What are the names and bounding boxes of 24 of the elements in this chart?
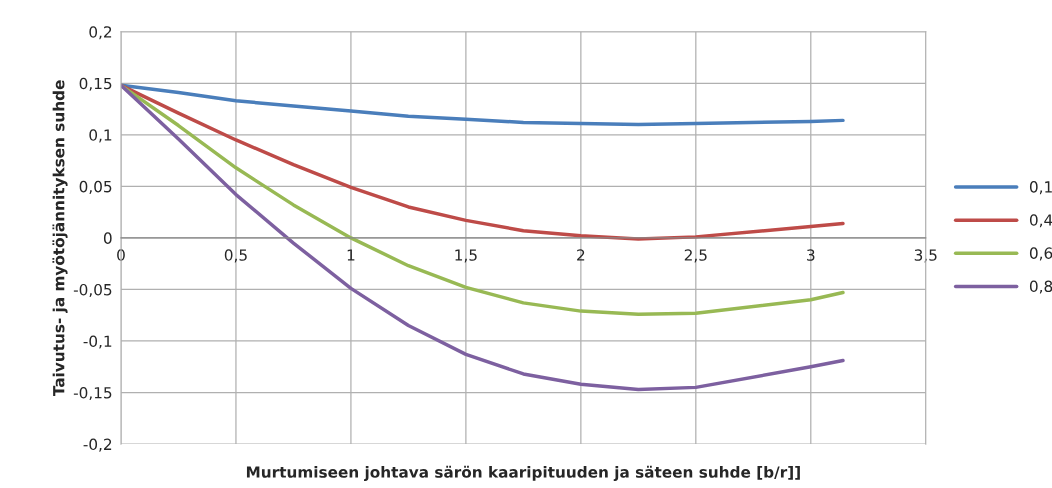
x-tick-label: 3 <box>807 249 815 261</box>
legend-label: 0,4 <box>1029 214 1052 228</box>
y-tick-label: -0,2 <box>83 438 112 452</box>
y-tick-label: -0,05 <box>73 283 112 298</box>
y-tick-label: 0,05 <box>79 180 112 194</box>
x-tick-label: 2 <box>577 249 585 261</box>
x-axis-title: Murtumiseen johtava särön kaaripituuden ja säteen suhde [b/r]] <box>246 465 800 481</box>
x-tick-label: 0,5 <box>224 249 247 263</box>
x-tick-label: 1,5 <box>455 249 477 263</box>
legend-label: 0,8 <box>1029 280 1052 294</box>
y-tick-label: 0,1 <box>89 129 112 143</box>
line-series <box>120 83 845 127</box>
legend-label: 0,1 <box>1029 181 1052 195</box>
y-axis-title: Taivutus- ja myötöjännityksen suhde <box>52 80 68 397</box>
y-tick-label: -0,15 <box>73 387 112 401</box>
x-tick-label: 3,5 <box>914 249 937 263</box>
x-tick-label: 1 <box>347 249 355 261</box>
x-tick-label: 2,5 <box>684 249 707 263</box>
y-tick-label: 0,15 <box>79 77 112 91</box>
legend-label: 0,6 <box>1029 247 1052 261</box>
y-tick-label: 0 <box>103 232 112 244</box>
y-tick-label: 0,2 <box>89 26 112 40</box>
x-tick-label: 0 <box>117 249 125 261</box>
y-tick-label: -0,1 <box>83 335 112 349</box>
